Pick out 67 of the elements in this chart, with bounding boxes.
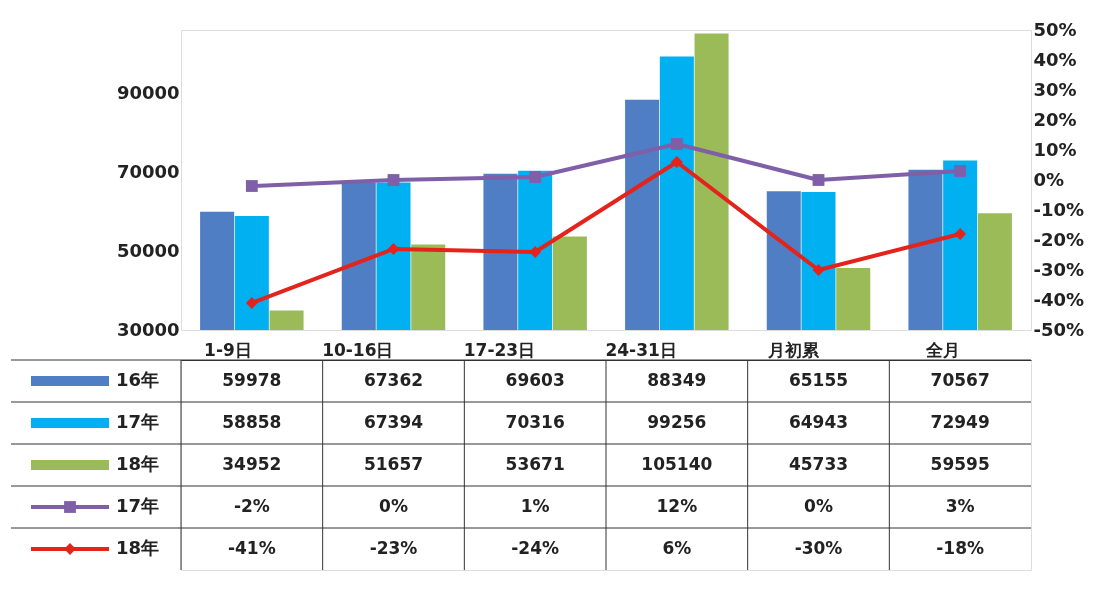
data-label: -23% <box>369 538 418 558</box>
legend-label: 18年 <box>116 453 160 474</box>
point <box>670 156 683 168</box>
point <box>245 297 258 309</box>
y2-tick-label: 40% <box>1033 48 1077 70</box>
data-label: 0% <box>804 496 833 516</box>
y2-tick-label: 20% <box>1033 108 1077 130</box>
y2-tick-label: 30% <box>1033 78 1077 100</box>
y2-tick-label: -40% <box>1033 288 1085 310</box>
data-label: 70316 <box>505 412 565 432</box>
point <box>954 165 967 177</box>
data-label: 58858 <box>222 412 282 432</box>
data-label: 59595 <box>930 454 990 474</box>
y-tick-label: 30000 <box>116 318 180 340</box>
y2-tick-label: 0% <box>1033 168 1065 190</box>
point <box>670 138 683 150</box>
y-tick-label: 70000 <box>116 160 180 182</box>
data-label: 51657 <box>363 454 424 474</box>
x-tick-label: 10-16日 <box>322 339 394 360</box>
x-tick-label: 全月 <box>925 339 961 360</box>
data-label: 105140 <box>641 454 713 474</box>
data-label: -24% <box>511 538 560 558</box>
data-label: 72949 <box>930 412 990 432</box>
point <box>529 246 542 258</box>
point <box>245 180 258 192</box>
y2-tick-label: -20% <box>1033 228 1085 250</box>
point <box>387 174 400 186</box>
data-label: 67362 <box>363 370 424 390</box>
y2-tick-label: -50% <box>1033 318 1085 340</box>
point <box>812 174 825 186</box>
point <box>529 171 542 183</box>
data-label: 64943 <box>788 412 849 432</box>
data-label: 0% <box>379 496 408 516</box>
data-label: -2% <box>233 496 270 516</box>
x-tick-label: 17-23日 <box>463 339 536 360</box>
data-label: -18% <box>936 538 985 558</box>
x-tick-label: 月初累 <box>766 339 820 360</box>
y2-tick-label: -30% <box>1033 258 1085 280</box>
legend-label: 16年 <box>116 369 160 390</box>
data-label: 88349 <box>647 370 707 390</box>
data-label: 6% <box>662 538 692 558</box>
y2-tick-label: -10% <box>1033 198 1085 220</box>
data-label: 59978 <box>222 370 282 390</box>
data-label: 3% <box>945 496 975 516</box>
data-label: -41% <box>227 538 276 558</box>
data-label: 12% <box>656 496 698 516</box>
legend-label: 17年 <box>116 411 160 432</box>
data-label: 53671 <box>505 454 565 474</box>
x-tick-label: 24-31日 <box>605 339 677 360</box>
data-label: 69603 <box>505 370 565 390</box>
y-tick-label: 50000 <box>116 239 180 261</box>
data-label: 70567 <box>930 370 990 390</box>
legend-label: 17年 <box>116 495 160 516</box>
data-label: -30% <box>794 538 843 558</box>
y2-tick-label: 10% <box>1033 138 1077 160</box>
y-tick-label: 90000 <box>116 81 180 103</box>
data-label: 65155 <box>788 370 849 390</box>
y2-tick-label: 50% <box>1033 18 1077 40</box>
data-label: 45733 <box>788 454 849 474</box>
data-label: 99256 <box>647 412 707 432</box>
point <box>954 228 967 240</box>
data-label: 34952 <box>222 454 282 474</box>
point <box>812 264 825 276</box>
x-tick-label: 1-9日 <box>204 339 252 360</box>
data-label: 67394 <box>363 412 424 432</box>
data-label: 1% <box>520 496 550 516</box>
legend-label: 18年 <box>116 537 160 558</box>
